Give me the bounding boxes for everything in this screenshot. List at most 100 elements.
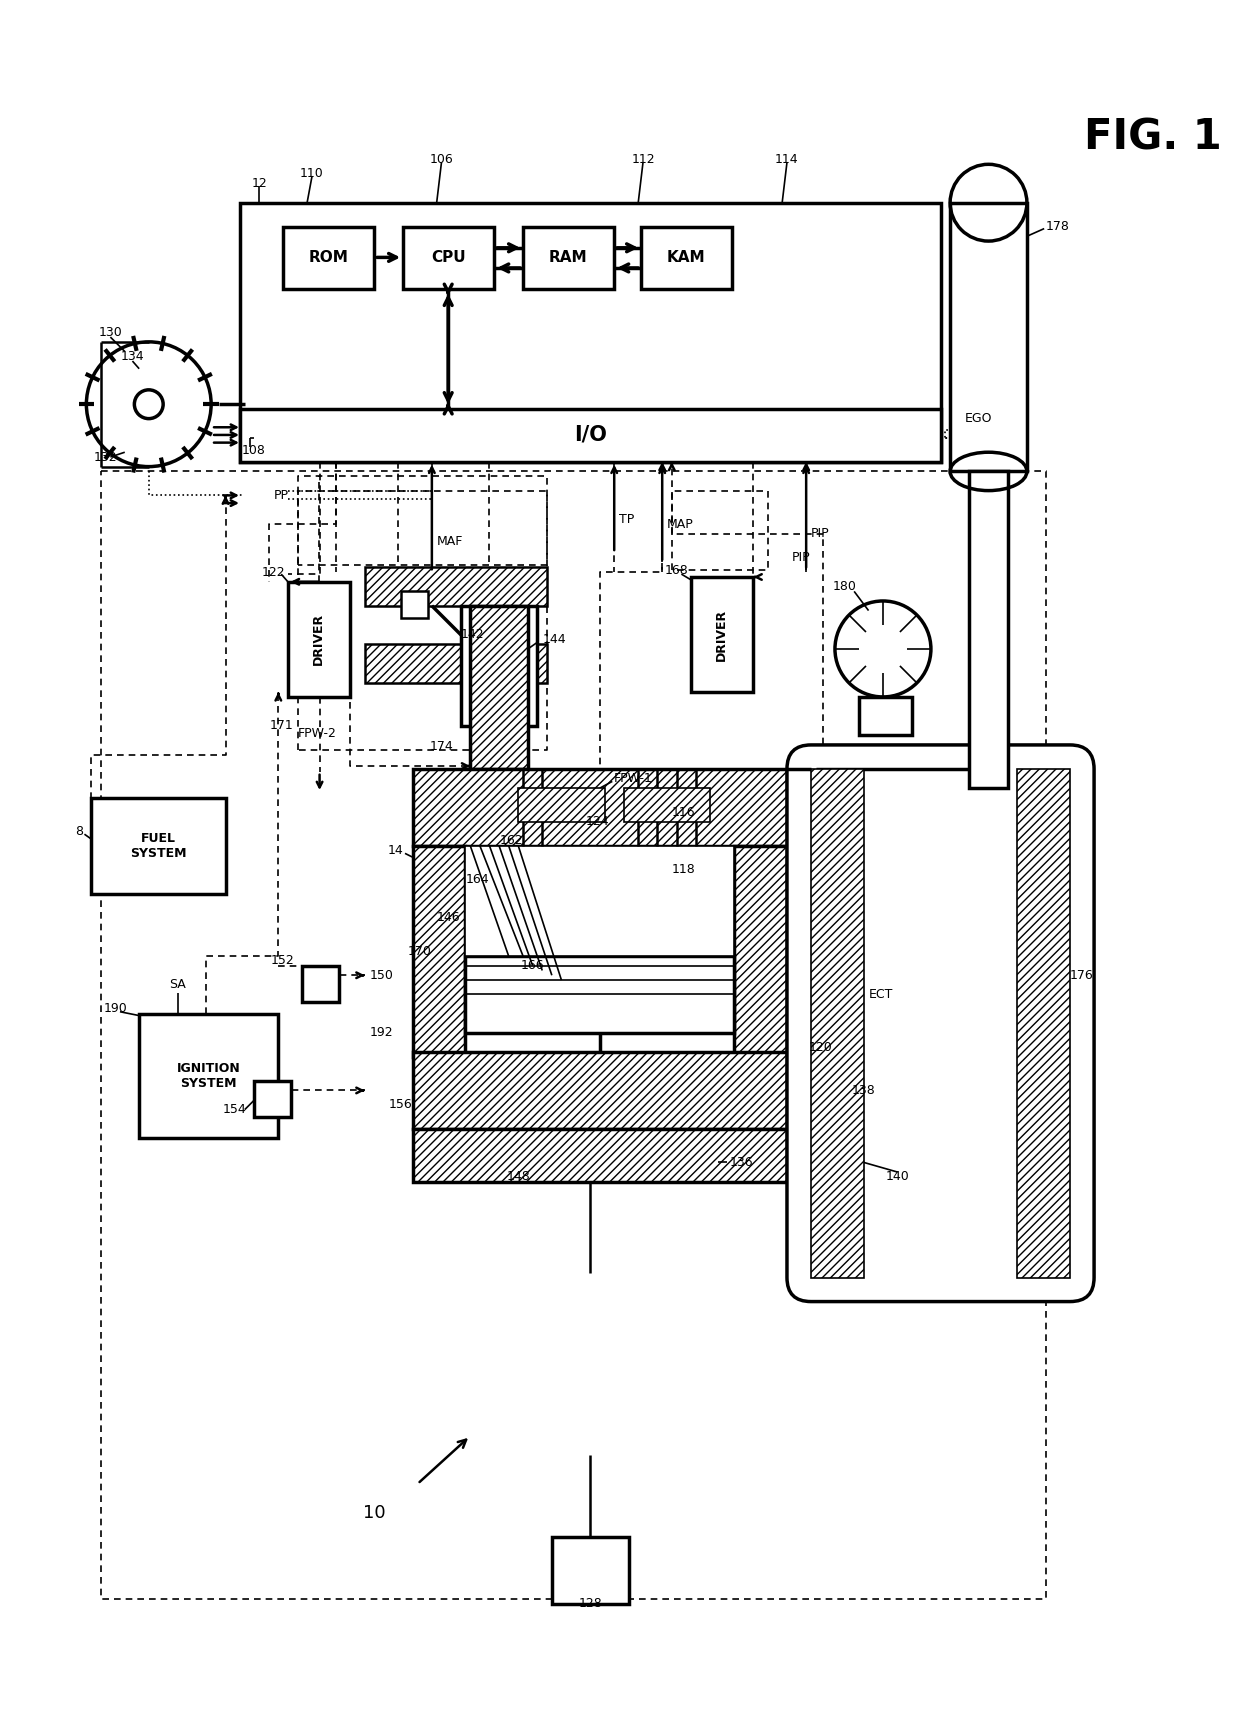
- Text: KAM: KAM: [667, 250, 706, 266]
- Bar: [402, 592, 428, 618]
- Text: 154: 154: [223, 1102, 247, 1116]
- Text: 106: 106: [429, 154, 454, 166]
- Text: FPW-1: FPW-1: [614, 773, 653, 785]
- Bar: [734, 845, 787, 1057]
- Bar: [413, 1052, 787, 1128]
- Text: 138: 138: [852, 1083, 875, 1097]
- Text: 156: 156: [389, 1099, 413, 1111]
- Text: 116: 116: [672, 806, 696, 819]
- Bar: [523, 226, 614, 290]
- Text: 14: 14: [387, 844, 403, 857]
- Bar: [403, 226, 495, 290]
- Bar: [413, 845, 465, 1057]
- Text: 10: 10: [363, 1504, 386, 1521]
- Text: DRIVER: DRIVER: [312, 614, 325, 666]
- Bar: [734, 845, 787, 1057]
- Text: 152: 152: [270, 954, 295, 968]
- Text: 178: 178: [1047, 221, 1070, 233]
- Text: 170: 170: [408, 945, 432, 957]
- Bar: [413, 845, 465, 1057]
- Text: 180: 180: [832, 580, 857, 593]
- Bar: [470, 605, 528, 769]
- Bar: [461, 605, 537, 726]
- Bar: [465, 845, 734, 956]
- Bar: [518, 788, 605, 821]
- Text: 150: 150: [370, 969, 393, 982]
- Bar: [288, 581, 350, 697]
- Bar: [691, 576, 754, 692]
- Text: 190: 190: [103, 1002, 126, 1016]
- Text: PP: PP: [274, 488, 289, 502]
- Text: 122: 122: [262, 566, 285, 578]
- Text: 118: 118: [672, 862, 696, 876]
- Text: EGO: EGO: [965, 412, 993, 424]
- Bar: [365, 643, 547, 683]
- Text: 192: 192: [370, 1026, 393, 1040]
- Text: 8: 8: [76, 825, 83, 838]
- Bar: [465, 956, 734, 1033]
- Bar: [413, 1052, 787, 1128]
- Text: 12: 12: [252, 178, 267, 190]
- Text: 174: 174: [429, 740, 454, 754]
- Text: 164: 164: [466, 873, 490, 887]
- Bar: [139, 1014, 278, 1138]
- Text: 114: 114: [775, 154, 799, 166]
- Text: 128: 128: [578, 1597, 603, 1611]
- Text: 136: 136: [729, 1156, 753, 1170]
- Bar: [413, 1128, 787, 1182]
- Bar: [859, 697, 911, 735]
- Text: FPW-2: FPW-2: [298, 726, 336, 740]
- Bar: [950, 204, 1027, 471]
- Text: 120: 120: [808, 1040, 832, 1054]
- Bar: [303, 966, 339, 1002]
- Bar: [641, 226, 733, 290]
- Text: 146: 146: [436, 911, 461, 925]
- Bar: [254, 1082, 291, 1118]
- Text: RAM: RAM: [549, 250, 588, 266]
- Bar: [624, 788, 711, 821]
- Bar: [970, 471, 1008, 788]
- Text: 171: 171: [269, 719, 293, 731]
- Text: FIG. 1: FIG. 1: [1085, 116, 1223, 159]
- Text: 108: 108: [242, 443, 265, 457]
- Text: 144: 144: [542, 633, 565, 645]
- Bar: [413, 1128, 787, 1182]
- Bar: [283, 226, 374, 290]
- Bar: [811, 769, 864, 1278]
- Text: 168: 168: [665, 564, 688, 576]
- Text: ECT: ECT: [868, 988, 893, 1000]
- Text: 134: 134: [120, 350, 144, 362]
- Text: SA: SA: [169, 978, 186, 992]
- Text: 148: 148: [506, 1170, 531, 1183]
- Text: 140: 140: [885, 1170, 909, 1183]
- Bar: [239, 409, 940, 462]
- Text: 162: 162: [500, 835, 523, 847]
- Bar: [552, 1537, 629, 1604]
- Text: MAP: MAP: [667, 518, 693, 531]
- Bar: [92, 797, 226, 894]
- Text: IGNITION
SYSTEM: IGNITION SYSTEM: [176, 1063, 241, 1090]
- Text: FUEL
SYSTEM: FUEL SYSTEM: [130, 831, 186, 859]
- Bar: [413, 769, 787, 845]
- Text: DRIVER: DRIVER: [715, 609, 728, 661]
- Text: ROM: ROM: [309, 250, 348, 266]
- Text: 142: 142: [461, 628, 485, 642]
- Text: 166: 166: [521, 959, 544, 973]
- Bar: [1017, 769, 1070, 1278]
- Text: CPU: CPU: [430, 250, 465, 266]
- Text: 176: 176: [1070, 969, 1094, 982]
- Text: TP: TP: [619, 512, 635, 526]
- Bar: [239, 204, 940, 462]
- Text: 110: 110: [300, 167, 324, 181]
- Text: MAF: MAF: [436, 535, 463, 549]
- Bar: [413, 769, 787, 845]
- Text: 130: 130: [98, 326, 123, 338]
- Text: PIP: PIP: [811, 528, 830, 540]
- Text: I/O: I/O: [574, 424, 606, 445]
- FancyBboxPatch shape: [787, 745, 1094, 1302]
- Text: PIP: PIP: [792, 552, 811, 564]
- Text: 112: 112: [631, 154, 655, 166]
- Bar: [365, 568, 547, 605]
- Bar: [470, 605, 528, 769]
- Text: 132: 132: [94, 450, 118, 464]
